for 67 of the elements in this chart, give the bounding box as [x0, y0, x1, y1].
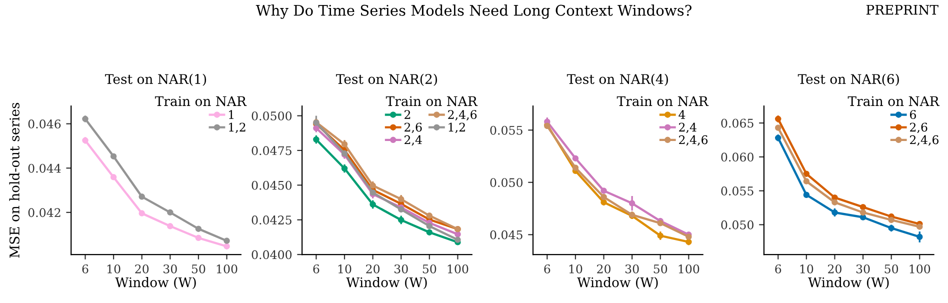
x-tick-label: 6	[544, 264, 550, 274]
x-tick-label: 50	[654, 264, 668, 274]
y-tick-label: 0.065	[721, 118, 754, 128]
chart-title: Test on NAR(4)	[566, 74, 668, 86]
chart-title: Test on NAR(1)	[105, 74, 206, 86]
y-tick-label: 0.055	[721, 186, 754, 196]
y-tick-label: 0.050	[490, 178, 522, 188]
y-tick-label: 0.055	[490, 126, 522, 135]
x-tick-label: 10	[107, 264, 120, 274]
legend-label: 6	[910, 110, 916, 120]
legend-title: Train on NAR	[848, 96, 940, 106]
x-axis-title: Window (W)	[115, 277, 196, 290]
y-tick-label: 0.0475	[252, 146, 292, 156]
x-tick-label: 20	[135, 264, 149, 274]
legend-label: 1,2	[229, 122, 246, 134]
legend-label: 2,4	[679, 122, 696, 134]
legend-label: 1,2	[448, 122, 465, 134]
x-tick-label: 100	[448, 264, 468, 274]
legend-label: 2,4,6	[910, 135, 939, 146]
x-tick-label: 10	[338, 264, 352, 274]
y-tick-label: 0.045	[490, 230, 522, 240]
x-tick-label: 100	[678, 264, 700, 274]
x-tick-label: 30	[164, 264, 177, 274]
legend-label: 2,4,6	[448, 110, 477, 120]
x-tick-label: 50	[422, 264, 436, 274]
x-tick-label: 6	[775, 264, 782, 274]
y-axis-title: MSE on hold-out series	[9, 102, 20, 258]
chart-title: Test on NAR(2)	[336, 74, 438, 86]
legend-title: Train on NAR	[386, 96, 478, 106]
x-tick-label: 30	[394, 264, 408, 274]
legend-label: 2	[404, 110, 410, 119]
legend-label: 2,6	[404, 122, 422, 134]
y-tick-label: 0.044	[28, 164, 61, 173]
legend-title: Train on NAR	[154, 96, 247, 106]
legend-label: 4	[678, 110, 686, 119]
legend-label: 2,6	[910, 122, 928, 134]
chart-title: Test on NAR(6)	[798, 74, 899, 86]
y-tick-label: 0.060	[721, 152, 754, 162]
legend-label: 1	[229, 110, 234, 119]
x-tick-label: 6	[82, 264, 88, 274]
y-tick-label: 0.0425	[252, 216, 292, 224]
x-tick-label: 20	[597, 264, 610, 274]
x-axis-title: Window (W)	[808, 277, 889, 290]
y-tick-label: 0.0450	[252, 180, 292, 190]
y-tick-label: 0.0400	[252, 250, 292, 260]
x-axis-title: Window (W)	[346, 277, 427, 290]
text: PREPRINT	[866, 4, 938, 15]
text: Why Do Time Series Models Need Long Context Windows?	[256, 4, 692, 19]
x-tick-label: 50	[192, 264, 206, 274]
x-axis-title: Window (W)	[577, 277, 658, 290]
x-tick-label: 50	[884, 264, 898, 274]
legend-title: Train on NAR	[616, 96, 709, 106]
y-tick-label: 0.046	[28, 120, 61, 128]
x-tick-label: 20	[366, 264, 380, 274]
x-tick-label: 6	[313, 264, 320, 274]
x-tick-label: 30	[856, 264, 870, 274]
x-tick-label: 30	[625, 264, 639, 274]
legend-label: 2,4,6	[679, 135, 708, 146]
x-tick-label: 20	[828, 264, 842, 274]
y-tick-label: 0.0500	[252, 111, 292, 120]
x-tick-label: 100	[910, 264, 930, 274]
x-tick-label: 10	[569, 264, 582, 274]
y-tick-label: 0.042	[28, 208, 60, 218]
legend-label: 2,4	[404, 135, 422, 146]
x-tick-label: 10	[800, 264, 814, 274]
x-tick-label: 100	[216, 264, 238, 274]
y-tick-label: 0.050	[721, 220, 754, 230]
